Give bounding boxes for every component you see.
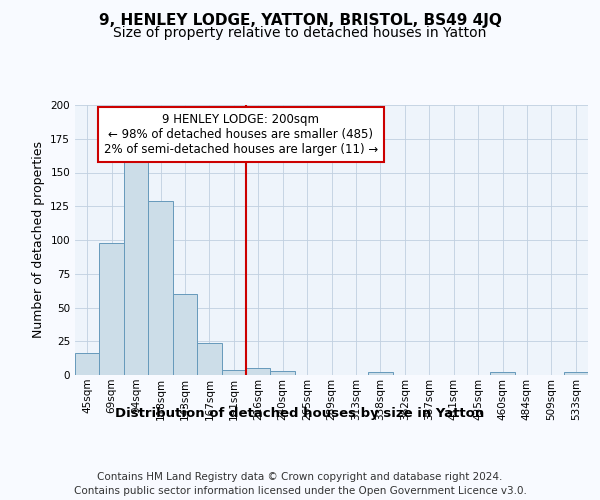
Bar: [563, 372, 588, 375]
Text: Size of property relative to detached houses in Yatton: Size of property relative to detached ho…: [113, 26, 487, 40]
Bar: [148, 201, 173, 375]
Text: 9, HENLEY LODGE, YATTON, BRISTOL, BS49 4JQ: 9, HENLEY LODGE, YATTON, BRISTOL, BS49 4…: [98, 12, 502, 28]
Bar: [221, 370, 246, 375]
Bar: [124, 162, 148, 375]
Bar: [100, 242, 124, 375]
Bar: [368, 372, 392, 375]
Text: 9 HENLEY LODGE: 200sqm
← 98% of detached houses are smaller (485)
2% of semi-det: 9 HENLEY LODGE: 200sqm ← 98% of detached…: [104, 113, 378, 156]
Bar: [173, 294, 197, 375]
Text: Contains HM Land Registry data © Crown copyright and database right 2024.: Contains HM Land Registry data © Crown c…: [97, 472, 503, 482]
Bar: [246, 368, 271, 375]
Bar: [490, 372, 515, 375]
Text: Distribution of detached houses by size in Yatton: Distribution of detached houses by size …: [115, 408, 485, 420]
Y-axis label: Number of detached properties: Number of detached properties: [32, 142, 45, 338]
Bar: [75, 354, 100, 375]
Bar: [271, 371, 295, 375]
Text: Contains public sector information licensed under the Open Government Licence v3: Contains public sector information licen…: [74, 486, 526, 496]
Bar: [197, 342, 221, 375]
